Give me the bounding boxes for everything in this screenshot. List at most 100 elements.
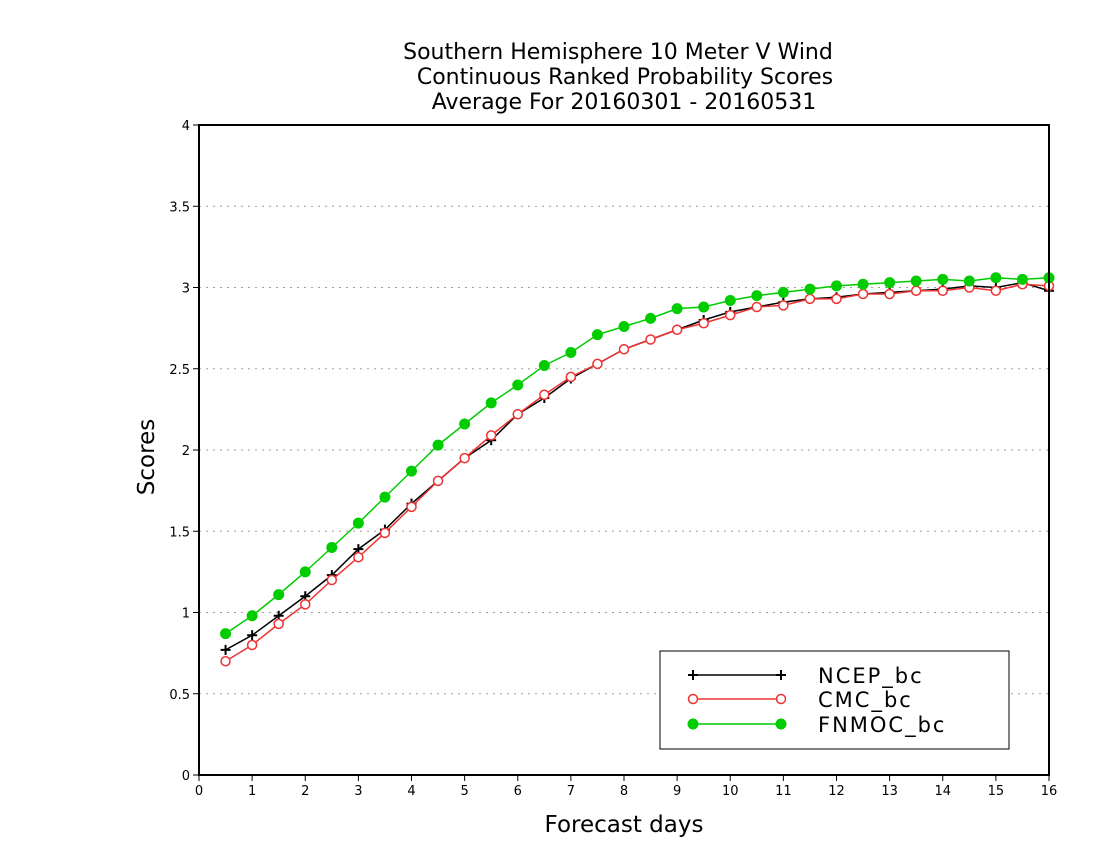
data-point-fnmoc-bc [910,275,922,287]
chart-title-line-3: Average For 20160301 - 20160531 [432,90,817,115]
data-point-fnmoc-bc [459,418,471,430]
grid-lines [199,205,1049,695]
x-tick-label: 9 [673,784,681,799]
legend-marker [688,670,698,680]
series-line-fnmoc-bc [225,276,1050,635]
data-point-fnmoc-bc [698,301,710,313]
data-point-cmc-bc [618,344,630,355]
x-tick-label: 15 [988,784,1005,799]
data-point-cmc-bc [645,334,656,345]
data-point-fnmoc-bc [671,303,683,315]
x-tick-label: 12 [828,784,845,799]
x-tick-label: 10 [722,784,739,799]
data-point-cmc-bc [300,599,311,610]
data-point-cmc-bc [778,300,789,311]
x-tick-label: 8 [620,784,628,799]
data-point-fnmoc-bc [485,397,497,409]
y-tick-label: 0.5 [169,688,190,703]
data-point-fnmoc-bc [352,517,364,529]
y-tick-label: 1 [182,607,190,622]
data-point-fnmoc-bc [751,290,763,302]
data-point-fnmoc-bc [379,491,391,503]
data-point-fnmoc-bc [724,295,736,306]
series-line-cmc-bc [225,283,1050,662]
data-point-fnmoc-bc [591,329,603,341]
y-tick-label: 2 [182,444,190,459]
legend-marker [687,718,699,730]
x-tick-label: 7 [567,784,575,799]
data-point-fnmoc-bc [645,312,657,324]
legend-label-fnmoc-bc: FNMOC_bc [818,713,946,738]
data-point-fnmoc-bc [884,277,896,289]
data-point-cmc-bc [671,324,683,335]
data-point-cmc-bc [326,574,338,586]
series-cmc-bc [220,279,1055,667]
series-lines [220,272,1055,667]
axis-ticks: 0 1 2 3 4 5 6 7 8 9 10 11 12 13 14 15 1600.511.522.533.5… [169,119,1057,799]
data-point-fnmoc-bc [220,628,232,640]
series-ncep-bc [220,277,1054,655]
y-tick-label: 4 [182,119,190,134]
data-point-cmc-bc [539,389,550,400]
data-point-cmc-bc [804,293,816,305]
data-point-cmc-bc [432,475,444,487]
data-point-cmc-bc [485,430,497,441]
data-point-cmc-bc [273,618,284,630]
data-point-fnmoc-bc [937,273,949,285]
legend-marker [775,693,787,705]
chart-title-line-2: Continuous Ranked Probability Scores [417,65,833,90]
x-tick-label: 3 [354,784,362,799]
data-point-cmc-bc [592,358,603,370]
data-point-cmc-bc [353,552,364,563]
data-point-fnmoc-bc [777,286,789,298]
legend-box [659,650,1010,750]
series-fnmoc-bc [220,272,1055,640]
data-point-cmc-bc [831,293,842,305]
series-line-ncep-bc [225,281,1050,651]
data-point-cmc-bc [937,285,948,296]
data-point-fnmoc-bc [857,278,869,290]
x-tick-label: 11 [775,784,792,799]
data-point-cmc-bc [512,409,523,420]
data-point-cmc-bc [565,371,577,383]
data-point-ncep-bc [247,630,258,641]
data-point-fnmoc-bc [963,275,975,287]
x-tick-label: 4 [407,784,415,799]
x-tick-label: 1 [248,784,256,799]
data-point-cmc-bc [698,318,709,329]
x-tick-label: 2 [301,784,309,799]
legend-entry-cmc-bc: CMC_bc [687,688,913,713]
y-tick-label: 3.5 [169,200,190,215]
data-point-fnmoc-bc [299,566,311,578]
legend-entry-ncep-bc: NCEP_bc [688,664,924,689]
x-tick-label: 13 [881,784,898,799]
data-point-ncep-bc [220,644,231,655]
y-axis-label: Scores [134,419,160,495]
data-point-cmc-bc [857,288,869,300]
legend-label-ncep-bc: NCEP_bc [818,664,924,689]
y-tick-label: 1.5 [169,525,190,540]
y-tick-label: 3 [182,282,190,297]
data-point-fnmoc-bc [1016,273,1028,285]
legend-label-cmc-bc: CMC_bc [818,688,913,713]
data-point-fnmoc-bc [565,347,577,358]
data-point-fnmoc-bc [804,283,816,295]
data-point-cmc-bc [220,656,231,667]
data-point-fnmoc-bc [326,542,338,553]
data-point-cmc-bc [459,452,470,464]
data-point-fnmoc-bc [246,610,258,622]
data-point-cmc-bc [406,501,417,513]
legend-marker [775,718,787,730]
legend-entry-fnmoc-bc: FNMOC_bc [687,713,946,738]
y-tick-label: 0 [182,769,190,784]
data-point-fnmoc-bc [618,321,630,332]
data-point-cmc-bc [990,285,1002,296]
data-point-cmc-bc [884,288,895,300]
x-tick-label: 0 [195,784,203,799]
data-point-cmc-bc [246,639,258,651]
x-tick-label: 5 [460,784,468,799]
legend-marker [687,693,699,705]
data-point-cmc-bc [725,309,736,321]
